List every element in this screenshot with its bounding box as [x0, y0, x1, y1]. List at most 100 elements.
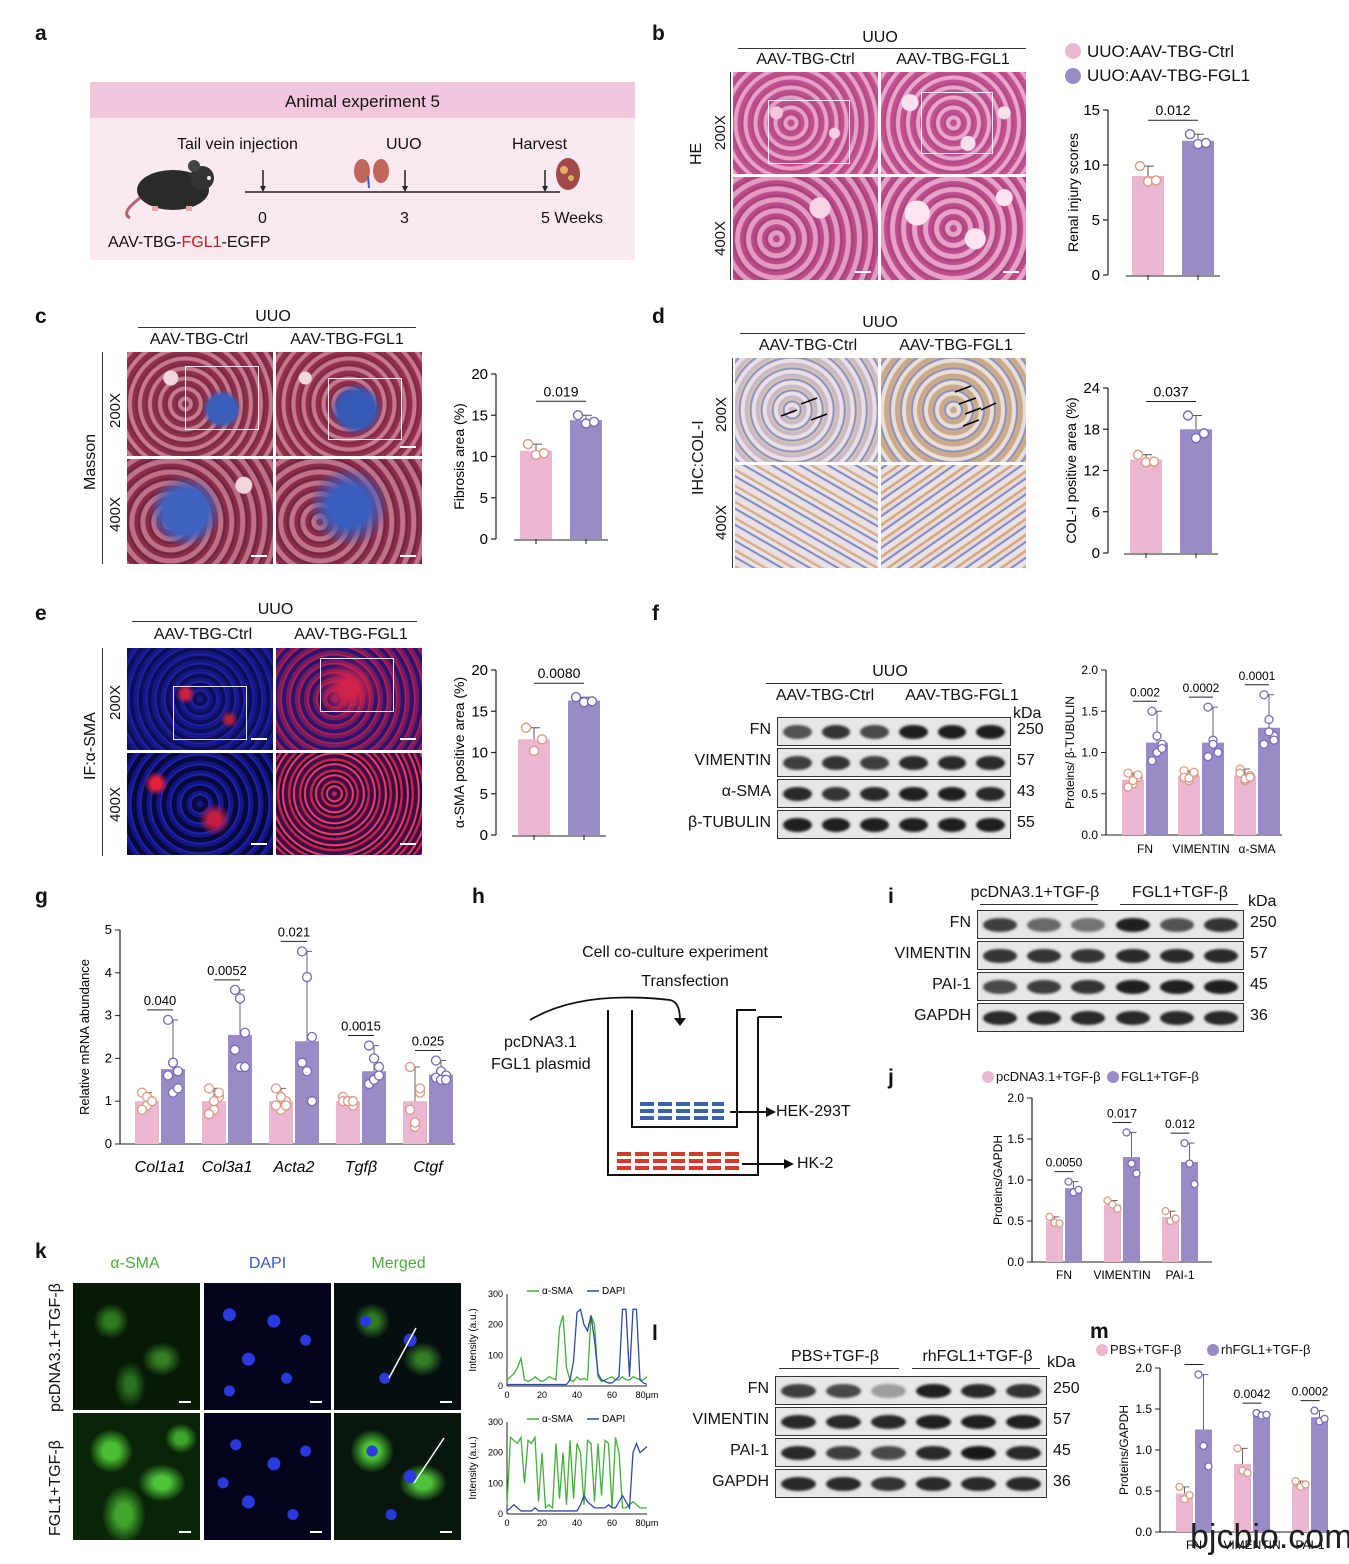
blot-band — [1006, 1414, 1041, 1429]
he-fgl1-400x — [881, 177, 1026, 280]
p-value: 0.0052 — [207, 963, 247, 978]
chart-j-proteins: 0.0 0.5 1.0 1.5 2.0 0.0050 FN 0.017 VIMENTIN 0.01… — [991, 1091, 1212, 1282]
blot-kda-value: 250 — [1017, 721, 1044, 738]
blot-band — [1203, 979, 1238, 994]
data-point — [586, 696, 598, 707]
blot-band — [1203, 1010, 1238, 1025]
blot-band — [1027, 1010, 1062, 1025]
blot-kda-value: 36 — [1053, 1473, 1071, 1490]
blot-band — [976, 724, 1005, 739]
data-point — [1204, 1462, 1213, 1471]
i-kda: kDa — [1248, 893, 1277, 910]
blot-strip — [977, 941, 1244, 970]
blot-strip — [775, 1438, 1047, 1467]
p-value: 0.037 — [1153, 384, 1188, 400]
blot-band — [1071, 979, 1106, 994]
data-point — [572, 410, 584, 421]
chart-col1-area: 0 6 12 18 24 0.037 COL-I positive area (%) — [1063, 380, 1218, 560]
panel-label-l: l — [652, 1322, 658, 1345]
y-tick-label: 15 — [471, 703, 488, 720]
data-point — [1148, 456, 1160, 467]
y-tick-label: 200 — [488, 1448, 503, 1458]
blot-row-label: β-TUBULIN — [688, 814, 771, 831]
harvest-kidney-icon — [556, 158, 580, 190]
data-point — [409, 1117, 421, 1128]
m-legend-1: PBS+TGF-β — [1110, 1342, 1182, 1357]
c-row-masson: Masson — [82, 433, 99, 490]
blot-band — [976, 817, 1005, 832]
data-point — [270, 1083, 282, 1094]
blot-strip — [977, 972, 1244, 1001]
data-point — [1262, 1410, 1271, 1419]
bar — [1253, 1414, 1270, 1532]
panel-label-e: e — [35, 602, 47, 625]
bar — [1234, 775, 1256, 835]
k-merged-fgl1 — [334, 1413, 461, 1540]
blot-band — [1159, 917, 1194, 932]
y-tick-label: 0 — [1092, 267, 1100, 284]
tail-vein-label: Tail vein injection — [177, 136, 298, 153]
profile-line-asma — [506, 1315, 648, 1383]
b-mag400: 400X — [712, 220, 729, 256]
ihc-ctrl-400x — [735, 465, 878, 568]
blot-band — [916, 1445, 951, 1460]
p-value: 0.012 — [1165, 1117, 1195, 1131]
blot-strip — [777, 717, 1011, 746]
e-row-if: IF:α-SMA — [82, 712, 99, 780]
blot-band — [1115, 948, 1150, 963]
blot-band — [860, 755, 889, 770]
blot-band — [916, 1414, 951, 1429]
f-uuo: UUO — [872, 663, 908, 680]
blot-band — [1027, 917, 1062, 932]
blot-band — [1006, 1383, 1041, 1398]
panel-a-banner-text: Animal experiment 5 — [285, 92, 440, 111]
b-fgl1: AAV-TBG-FGL1 — [896, 51, 1010, 68]
blot-kda-value: 57 — [1250, 945, 1268, 962]
data-point — [301, 1066, 313, 1077]
x-category-label: FN — [1137, 842, 1153, 856]
blot-band — [871, 1383, 906, 1398]
blot-band — [860, 817, 889, 832]
data-point — [270, 1100, 282, 1111]
data-point — [239, 1027, 251, 1038]
p-value: 0.040 — [144, 993, 177, 1008]
data-point — [1269, 735, 1279, 745]
k-col-merged: Merged — [371, 1255, 426, 1272]
e-mag200: 200X — [107, 684, 124, 720]
blot-band — [1115, 1010, 1150, 1025]
p-value: 0.0002 — [1292, 1385, 1329, 1399]
blot-band — [916, 1476, 951, 1491]
d-mag400: 400X — [713, 504, 730, 540]
f-kda: kDa — [1013, 705, 1042, 722]
data-point — [1310, 1406, 1319, 1415]
h-plasmid2: FGL1 plasmid — [491, 1056, 591, 1073]
data-point — [203, 1083, 215, 1094]
data-point — [368, 1053, 380, 1064]
data-point — [1132, 449, 1144, 460]
mouse-icon — [125, 160, 214, 220]
y-tick-label: 200 — [488, 1320, 503, 1330]
blot-strip — [775, 1469, 1047, 1498]
blot-band — [821, 786, 851, 801]
data-point — [1233, 1444, 1242, 1453]
data-point — [1055, 1219, 1064, 1228]
k-merged-ctrl — [334, 1283, 461, 1410]
x-tick-label: 60 — [607, 1518, 617, 1528]
blot-strip — [977, 1003, 1244, 1032]
ihc-fgl1-arrows — [954, 385, 997, 427]
y-tick-label: 0 — [480, 827, 488, 844]
panel-label-b: b — [652, 22, 665, 45]
y-tick-label: 0 — [105, 1136, 112, 1151]
time-5-weeks: 5 Weeks — [541, 210, 603, 227]
masson-ctrl-400x — [127, 459, 273, 564]
time-3: 3 — [400, 210, 409, 227]
panel-a-timeline — [125, 158, 580, 220]
p-value: 0.0050 — [1046, 1156, 1083, 1170]
bar — [1234, 1463, 1251, 1532]
y-tick-label: 2.0 — [1007, 1091, 1024, 1105]
k-intensity-profile-fgl1: 0 100 200 300 0 20 40 60 80μm α-SMA DAPI Intensity … — [468, 1414, 658, 1528]
b-ctrl: AAV-TBG-Ctrl — [756, 51, 855, 68]
bar — [1104, 1204, 1121, 1262]
data-point — [1301, 1480, 1310, 1489]
k-asma-fgl1 — [73, 1413, 200, 1540]
